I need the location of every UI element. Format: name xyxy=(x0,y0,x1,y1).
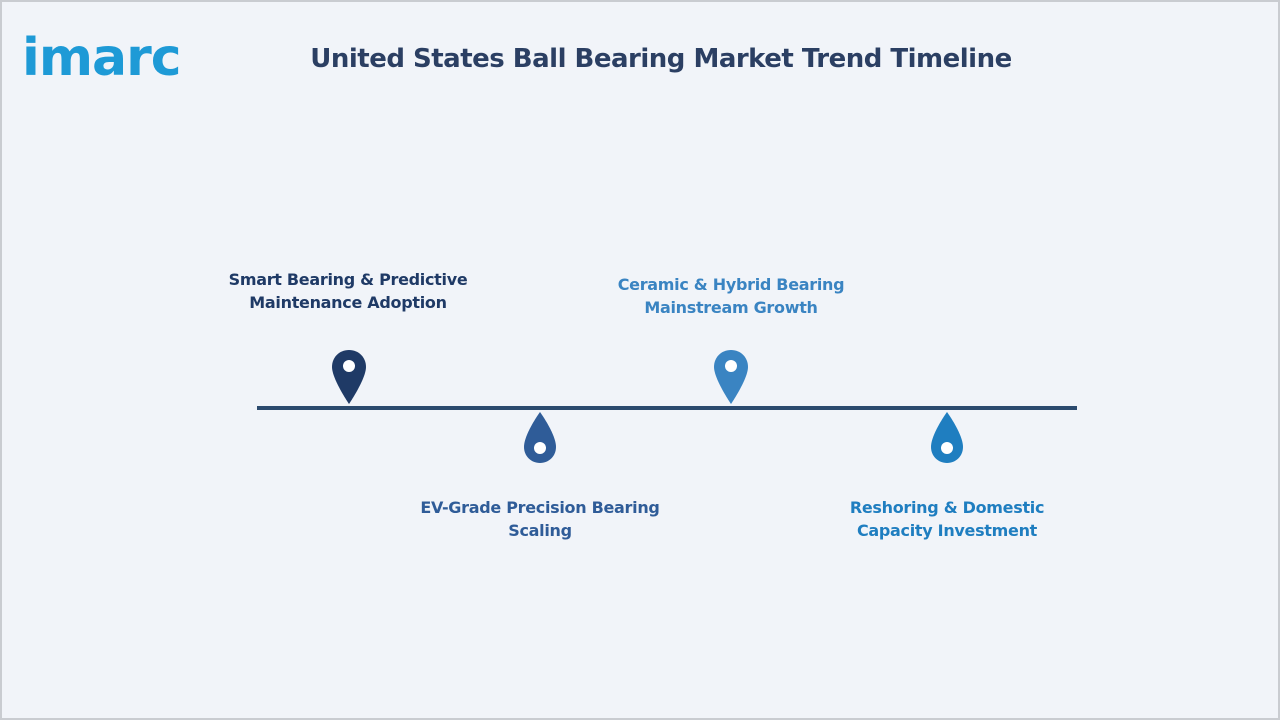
milestone-2-line2: Scaling xyxy=(508,521,572,540)
pin-hole xyxy=(343,360,355,372)
milestone-4-line1: Reshoring & Domestic xyxy=(849,498,1045,517)
drop-pin-icon xyxy=(524,412,556,463)
drop-hole xyxy=(941,442,953,454)
pin-hole xyxy=(725,360,737,372)
pin-shape xyxy=(714,350,748,404)
milestone-3-line2: Mainstream Growth xyxy=(644,298,818,317)
milestone-3-line1: Ceramic & Hybrid Bearing xyxy=(617,275,845,294)
milestone-1-line2: Maintenance Adoption xyxy=(249,293,447,312)
milestone-label-3: Ceramic & Hybrid Bearing Mainstream Grow… xyxy=(581,273,881,319)
map-pin-icon xyxy=(332,350,366,404)
drop-pin-icon xyxy=(931,412,963,463)
milestone-4-line2: Capacity Investment xyxy=(856,521,1038,540)
milestone-2-line1: EV-Grade Precision Bearing xyxy=(420,498,660,517)
milestone-label-2: EV-Grade Precision Bearing Scaling xyxy=(390,496,690,542)
drop-shape xyxy=(524,412,556,463)
page-title: United States Ball Bearing Market Trend … xyxy=(310,44,1012,74)
map-pin-icon xyxy=(714,350,748,404)
imarc-logo: imarc xyxy=(22,28,182,88)
drop-shape xyxy=(931,412,963,463)
milestone-label-4: Reshoring & Domestic Capacity Investment xyxy=(797,496,1097,542)
drop-hole xyxy=(534,442,546,454)
timeline-axis xyxy=(257,406,1077,410)
pin-shape xyxy=(332,350,366,404)
milestone-label-1: Smart Bearing & Predictive Maintenance A… xyxy=(198,268,498,314)
milestone-1-line1: Smart Bearing & Predictive xyxy=(228,270,468,289)
